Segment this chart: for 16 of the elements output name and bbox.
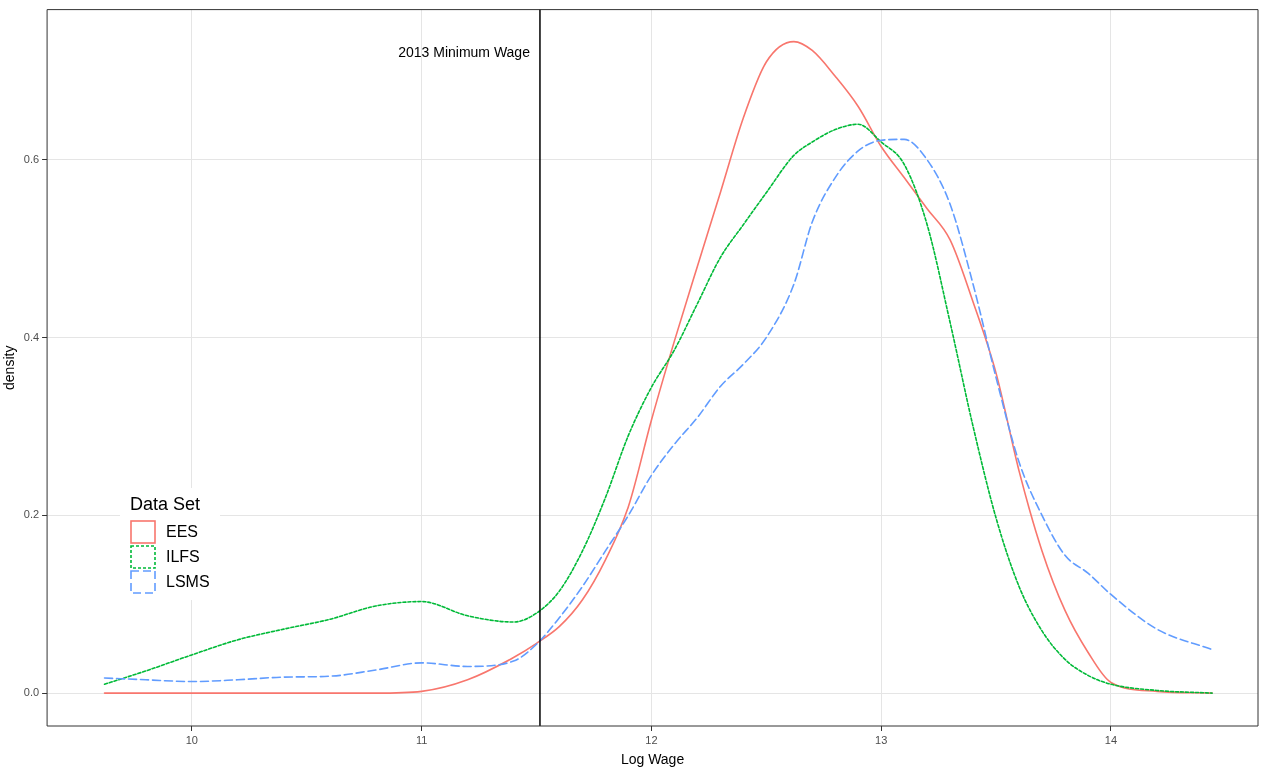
x-tick-label: 12: [645, 733, 658, 746]
y-tick-label: 0.6: [23, 152, 40, 165]
legend-label: ILFS: [166, 547, 200, 566]
y-tick-label: 0.4: [23, 330, 40, 343]
x-axis-title: Log Wage: [620, 751, 685, 768]
x-tick-label: 14: [1104, 733, 1118, 746]
legend-title: Data Set: [130, 494, 202, 515]
x-tick-label: 10: [185, 733, 198, 746]
y-tick-label: 0.0: [23, 686, 40, 699]
legend-label: EES: [166, 522, 199, 541]
ref-line-label: 2013 Minimum Wage: [398, 44, 531, 61]
y-axis-title: density: [1, 345, 18, 390]
y-tick-label: 0.2: [23, 508, 40, 521]
legend-label: LSMS: [166, 572, 210, 591]
x-tick-label: 13: [875, 733, 888, 746]
x-tick-label: 11: [415, 733, 428, 746]
